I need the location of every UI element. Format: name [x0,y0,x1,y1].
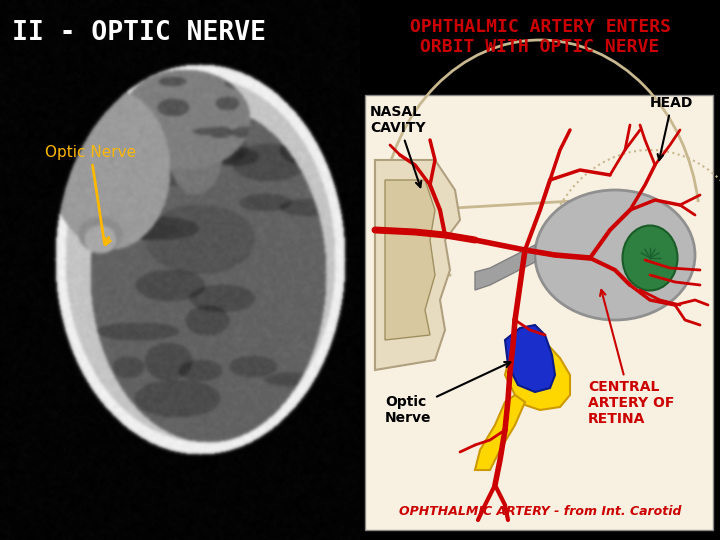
Text: Optic
Nerve: Optic Nerve [385,362,510,425]
Polygon shape [385,180,435,340]
FancyBboxPatch shape [365,95,713,530]
Polygon shape [375,160,460,370]
Ellipse shape [535,190,695,320]
Text: II - OPTIC NERVE: II - OPTIC NERVE [12,20,266,46]
Text: NASAL
CAVITY: NASAL CAVITY [370,105,426,187]
Text: Optic Nerve: Optic Nerve [45,145,136,244]
Polygon shape [505,325,555,392]
Text: ORBIT WITH OPTIC NERVE: ORBIT WITH OPTIC NERVE [420,38,660,56]
Polygon shape [475,245,535,290]
Polygon shape [475,395,525,470]
Text: FORE-
HEAD: FORE- HEAD [650,80,698,160]
Text: OPHTHALMIC ARTERY ENTERS: OPHTHALMIC ARTERY ENTERS [410,18,670,36]
Polygon shape [505,338,570,410]
Text: OPHTHALMIC ARTERY - from Int. Carotid: OPHTHALMIC ARTERY - from Int. Carotid [399,505,681,518]
Text: CENTRAL
ARTERY OF
RETINA: CENTRAL ARTERY OF RETINA [588,290,675,427]
Ellipse shape [623,226,678,291]
